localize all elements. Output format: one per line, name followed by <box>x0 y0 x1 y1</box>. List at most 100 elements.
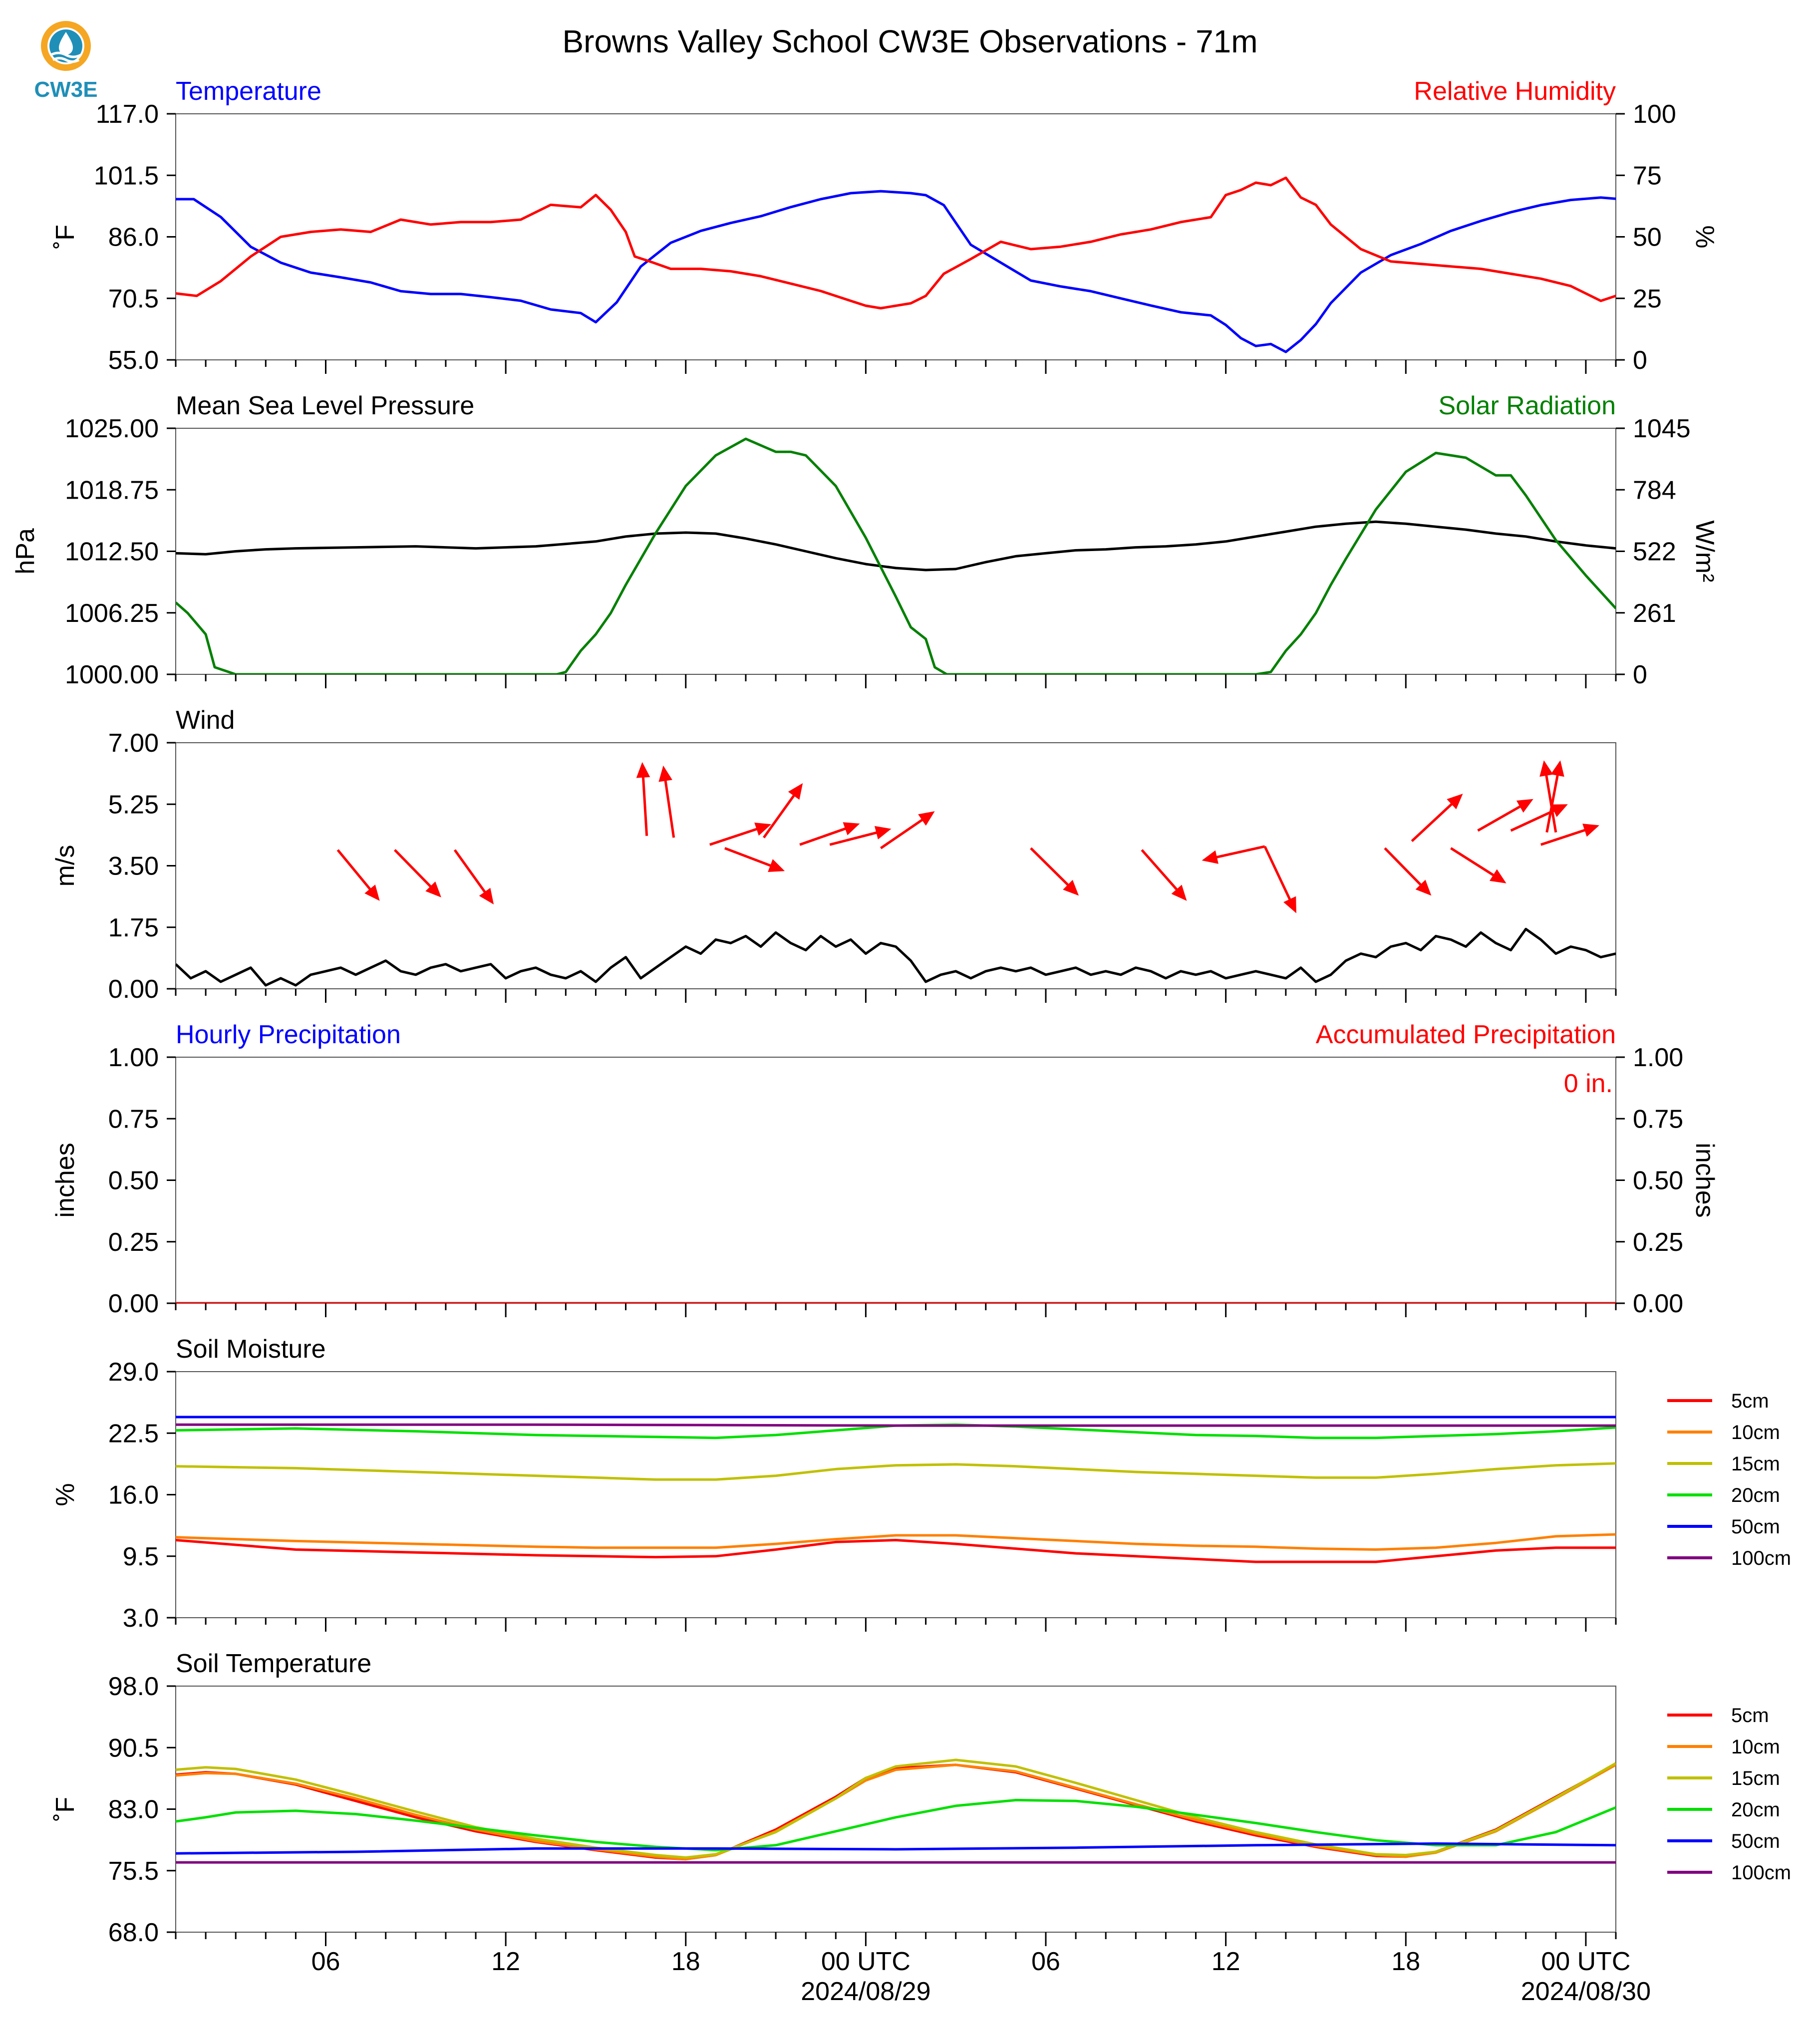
y-tick-label: 1.75 <box>108 913 159 942</box>
legend-item: 10cm <box>1667 1422 1780 1444</box>
legend-label: 100cm <box>1731 1547 1791 1569</box>
series-line-50cm <box>176 1842 1616 1855</box>
y-tick-label: 1006.25 <box>65 599 159 628</box>
panel-temperature_humidity: 55.0 70.5 86.0 101.5 117.0 0 25 50 75 100 Temperat… <box>51 77 1719 375</box>
y-tick-label: 3.50 <box>108 852 159 881</box>
accumulated-precip-value: 0 in. <box>1564 1069 1613 1098</box>
y-tick-label-right: 75 <box>1633 161 1662 190</box>
wind-arrow <box>1539 760 1557 833</box>
wind-arrow <box>1477 799 1533 832</box>
legend-label: 50cm <box>1731 1516 1780 1538</box>
y-tick-label: 29.0 <box>108 1358 159 1387</box>
y-tick-label-right: 0 <box>1633 346 1647 375</box>
wind-arrow <box>1540 824 1599 846</box>
wind-arrow <box>453 849 494 904</box>
y-tick-label-right: 1.00 <box>1633 1043 1683 1072</box>
legend-item: 100cm <box>1667 1862 1791 1884</box>
panel-precipitation: 0.00 0.25 0.50 0.75 1.00 0.00 0.25 0.50 0.75 1.00… <box>51 1020 1719 1318</box>
legend-item: 15cm <box>1667 1453 1780 1475</box>
legend-item: 10cm <box>1667 1736 1780 1758</box>
y-tick-label: 98.0 <box>108 1672 159 1701</box>
y-tick-label-right: 25 <box>1633 285 1662 313</box>
cw3e-logo: CW3E <box>34 21 98 102</box>
panel-soil_moisture: 3.0 9.5 16.0 22.5 29.0 Soil Moisture% 5cm 10cm 1… <box>51 1335 1791 1633</box>
y-tick-label: 0.75 <box>108 1105 159 1134</box>
series-line-wind <box>176 927 1616 987</box>
y-tick-label: 3.0 <box>123 1604 159 1633</box>
x-tick-label: 00 UTC <box>821 1947 910 1976</box>
series-line-relative-humidity <box>176 176 1616 309</box>
y-tick-label-right: 261 <box>1633 599 1676 628</box>
x-tick-label: 00 UTC <box>1541 1947 1630 1976</box>
legend: 5cm 10cm 15cm 20cm 50cm 100cm <box>1667 1705 1791 1884</box>
x-tick-label: 18 <box>1391 1947 1420 1976</box>
plot-frame <box>175 113 1616 360</box>
legend-item: 20cm <box>1667 1799 1780 1821</box>
y-tick-label-right: 50 <box>1633 223 1662 252</box>
legend-item: 50cm <box>1667 1516 1780 1538</box>
y-tick-label: 83.0 <box>108 1795 159 1824</box>
legend-label: 5cm <box>1731 1390 1769 1412</box>
series-line-temperature <box>176 190 1616 353</box>
legend-label: 50cm <box>1731 1830 1780 1852</box>
legend-label: 100cm <box>1731 1862 1791 1884</box>
series-line-solar-radiation <box>176 437 1616 674</box>
plot-frame <box>175 1371 1616 1618</box>
legend-item: 15cm <box>1667 1767 1780 1789</box>
x-tick-label: 06 <box>1031 1947 1060 1976</box>
wind-arrow <box>658 765 675 838</box>
wind-arrow <box>799 822 860 846</box>
wind-arrow <box>1450 847 1507 883</box>
x-date-label: 2024/08/30 <box>1521 1977 1651 2006</box>
right-panel-title: Solar Radiation <box>1438 391 1616 420</box>
y-tick-label: 86.0 <box>108 223 159 252</box>
wind-arrow <box>1545 760 1564 833</box>
left-panel-title: Hourly Precipitation <box>176 1020 401 1049</box>
legend-item: 20cm <box>1667 1484 1780 1506</box>
left-panel-title: Temperature <box>176 77 321 106</box>
y-tick-label: 1.00 <box>108 1043 159 1072</box>
y-tick-label: 75.5 <box>108 1857 159 1886</box>
wind-arrow <box>1411 794 1463 843</box>
y-tick-label: 1000.00 <box>65 660 159 689</box>
wind-arrow <box>1030 847 1079 896</box>
y-tick-label: 16.0 <box>108 1481 159 1510</box>
series-line-15cm <box>176 1462 1616 1481</box>
x-tick-label: 12 <box>491 1947 520 1976</box>
legend-label: 15cm <box>1731 1453 1780 1475</box>
left-panel-title: Mean Sea Level Pressure <box>176 391 474 420</box>
y-tick-label-right: 0 <box>1633 660 1647 689</box>
y-tick-label: 101.5 <box>94 161 159 190</box>
series-line-10cm <box>176 1533 1616 1551</box>
y-axis-label-left: inches <box>51 1143 80 1217</box>
y-tick-label: 5.25 <box>108 790 159 819</box>
wind-arrow <box>1202 845 1265 864</box>
wind-arrow <box>336 849 380 901</box>
right-panel-title: Accumulated Precipitation <box>1316 1020 1616 1049</box>
y-tick-label: 22.5 <box>108 1419 159 1448</box>
wind-arrow <box>880 811 935 850</box>
y-axis-label-left: hPa <box>11 528 40 575</box>
legend-item: 100cm <box>1667 1547 1791 1569</box>
legend-label: 10cm <box>1731 1422 1780 1444</box>
y-tick-label-right: 1045 <box>1633 414 1691 443</box>
y-tick-label-right: 522 <box>1633 538 1676 567</box>
legend: 5cm 10cm 15cm 20cm 50cm 100cm <box>1667 1390 1791 1569</box>
legend-item: 5cm <box>1667 1705 1769 1727</box>
plot-frame <box>175 428 1616 675</box>
wind-arrows <box>336 760 1599 913</box>
y-tick-label: 0.25 <box>108 1228 159 1257</box>
plot-frame <box>175 742 1616 989</box>
panel-soil_temperature: 68.0 75.5 83.0 90.5 98.0 Soil Temperature ˚F 5c… <box>51 1649 1791 1947</box>
wind-arrow <box>724 847 785 872</box>
wind-arrow <box>1263 846 1296 913</box>
legend-label: 5cm <box>1731 1705 1769 1727</box>
y-tick-label: 55.0 <box>108 346 159 375</box>
y-tick-label-right: 0.50 <box>1633 1166 1683 1195</box>
y-tick-label: 117.0 <box>96 100 159 129</box>
y-tick-label: 68.0 <box>108 1918 159 1947</box>
y-tick-label-right: 0.25 <box>1633 1228 1683 1257</box>
wind-arrow <box>709 823 772 846</box>
panel-title: Wind <box>176 706 235 735</box>
